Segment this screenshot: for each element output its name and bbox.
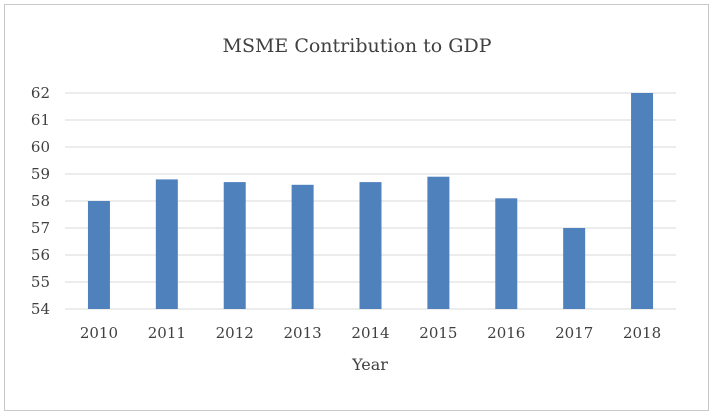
bars <box>87 93 654 309</box>
x-axis-title: Year <box>351 355 388 374</box>
chart-title: MSME Contribution to GDP <box>223 35 492 57</box>
x-tick-label: 2010 <box>80 324 118 342</box>
y-tick-label: 61 <box>31 111 50 129</box>
bar-2015 <box>427 176 450 309</box>
bar-2017 <box>563 228 586 309</box>
y-tick-label: 62 <box>31 84 50 102</box>
y-axis-ticks: 54 55 56 57 58 59 60 61 62 <box>31 84 50 318</box>
chart-frame <box>4 4 709 411</box>
x-axis-ticks: 2010 2011 2012 2013 2014 2015 2016 2017 2018 <box>80 324 661 342</box>
y-tick-label: 55 <box>31 273 50 291</box>
bar-2011 <box>155 179 178 309</box>
x-tick-label: 2018 <box>623 324 661 342</box>
x-tick-label: 2011 <box>148 324 186 342</box>
y-tick-label: 57 <box>31 219 50 237</box>
bar-2016 <box>495 198 518 309</box>
x-tick-label: 2014 <box>351 324 389 342</box>
bar-2014 <box>359 182 382 309</box>
y-tick-label: 58 <box>31 192 50 210</box>
y-tick-label: 59 <box>31 165 50 183</box>
y-tick-label: 56 <box>31 246 50 264</box>
bar-2013 <box>291 184 314 309</box>
x-tick-label: 2015 <box>419 324 457 342</box>
bar-2018 <box>631 93 654 309</box>
x-tick-label: 2017 <box>555 324 593 342</box>
y-tick-label: 60 <box>31 138 50 156</box>
x-tick-label: 2016 <box>487 324 525 342</box>
x-tick-label: 2013 <box>284 324 322 342</box>
bar-2012 <box>223 182 246 309</box>
bar-2010 <box>87 201 110 309</box>
y-tick-label: 54 <box>31 300 50 318</box>
x-tick-label: 2012 <box>216 324 254 342</box>
